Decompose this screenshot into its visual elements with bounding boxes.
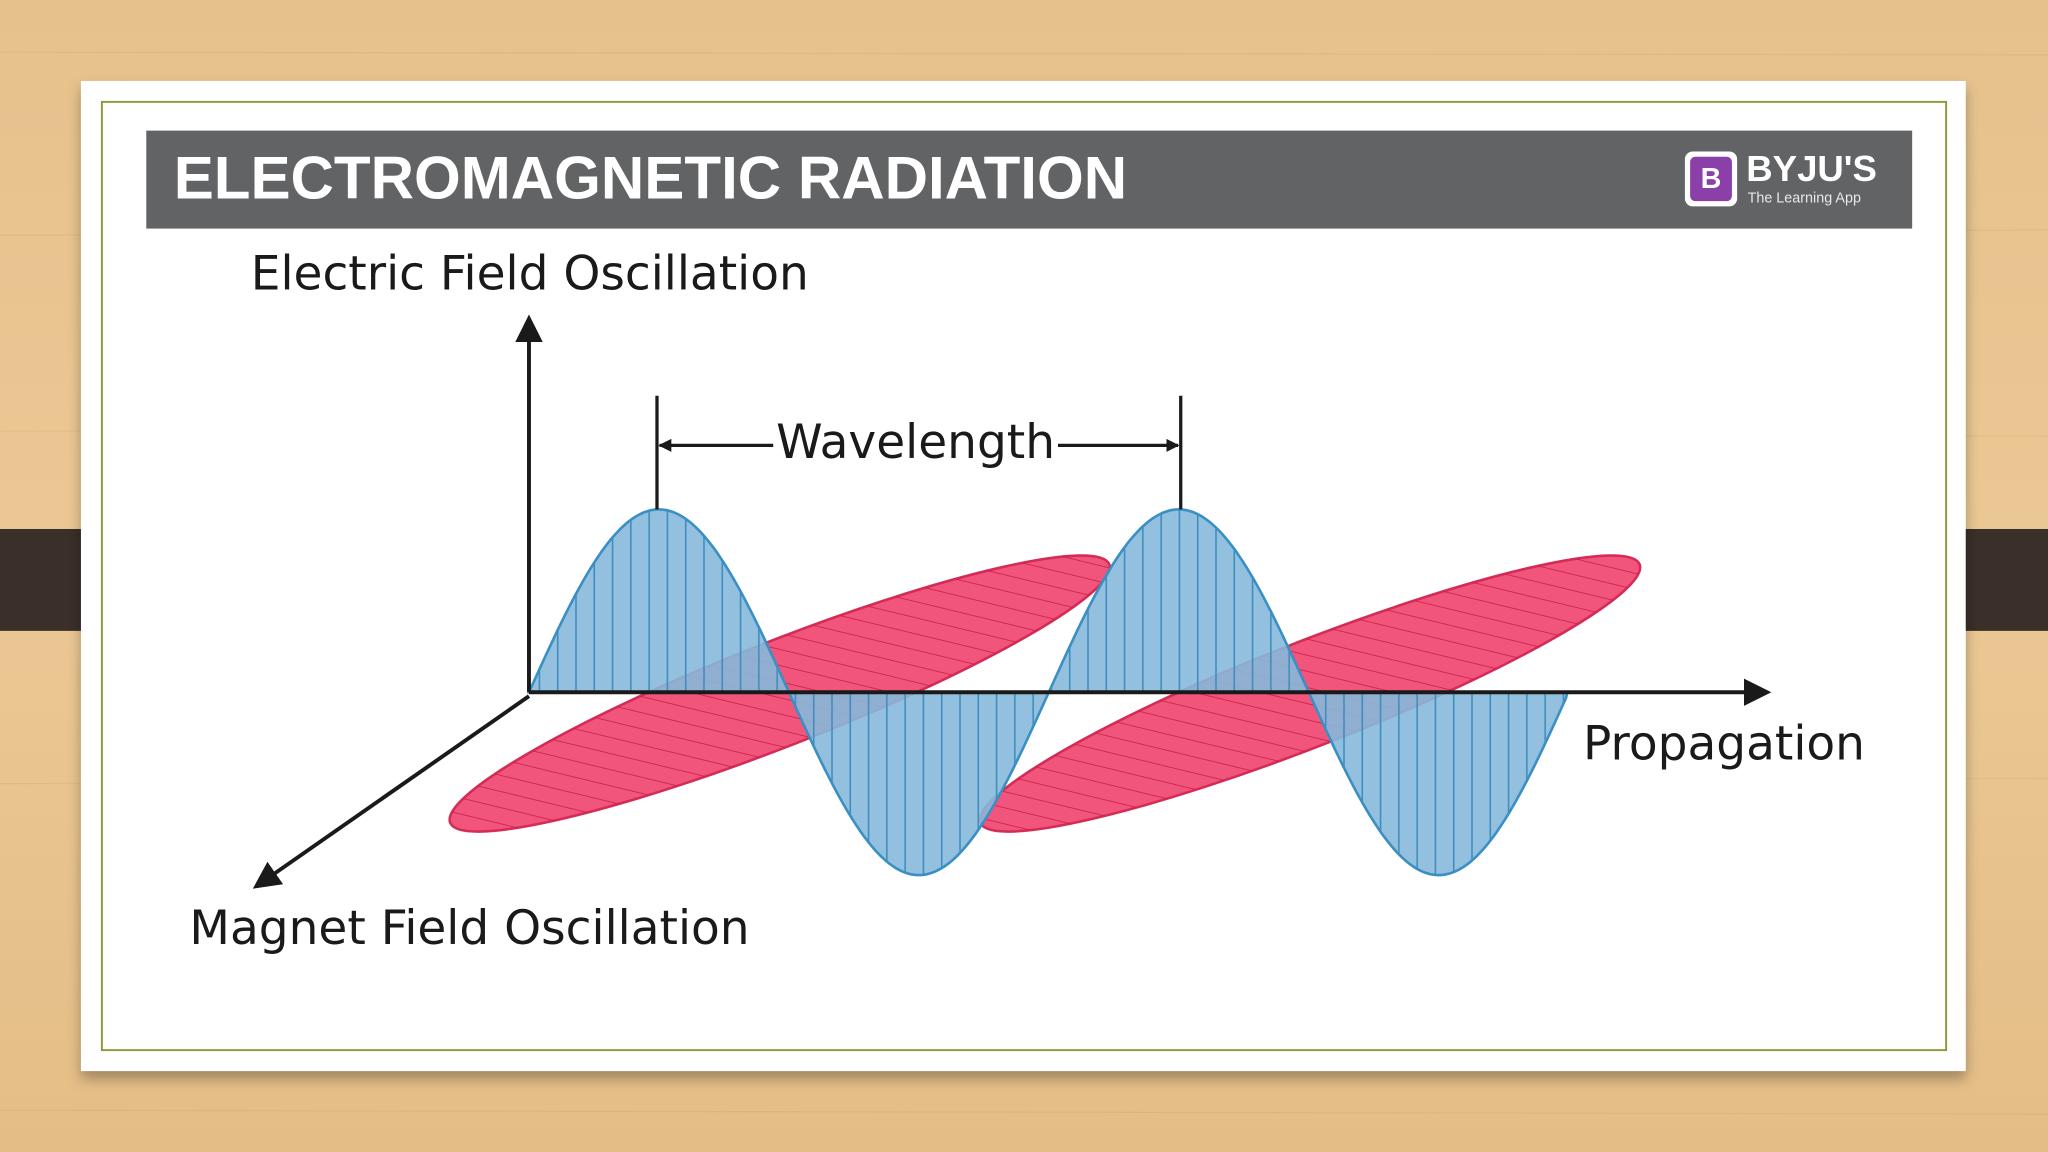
- z-axis: [252, 694, 531, 889]
- z-axis-label: Magnet Field Oscillation: [189, 901, 749, 956]
- logo-square: [1690, 156, 1732, 202]
- header-bar: [146, 130, 1913, 229]
- logo-tagline: The Learning App: [1748, 190, 1861, 206]
- wavelength-label: Wavelength: [776, 415, 1055, 470]
- header-title: ELECTROMAGNETIC RADIATION: [174, 145, 1127, 212]
- y-axis-label: Electric Field Oscillation: [251, 246, 809, 301]
- logo-mark: B: [1701, 163, 1722, 195]
- card-border: [100, 100, 1948, 1052]
- logo-name: BYJU'S: [1746, 148, 1877, 189]
- x-axis-label: Propagation: [1583, 717, 1865, 772]
